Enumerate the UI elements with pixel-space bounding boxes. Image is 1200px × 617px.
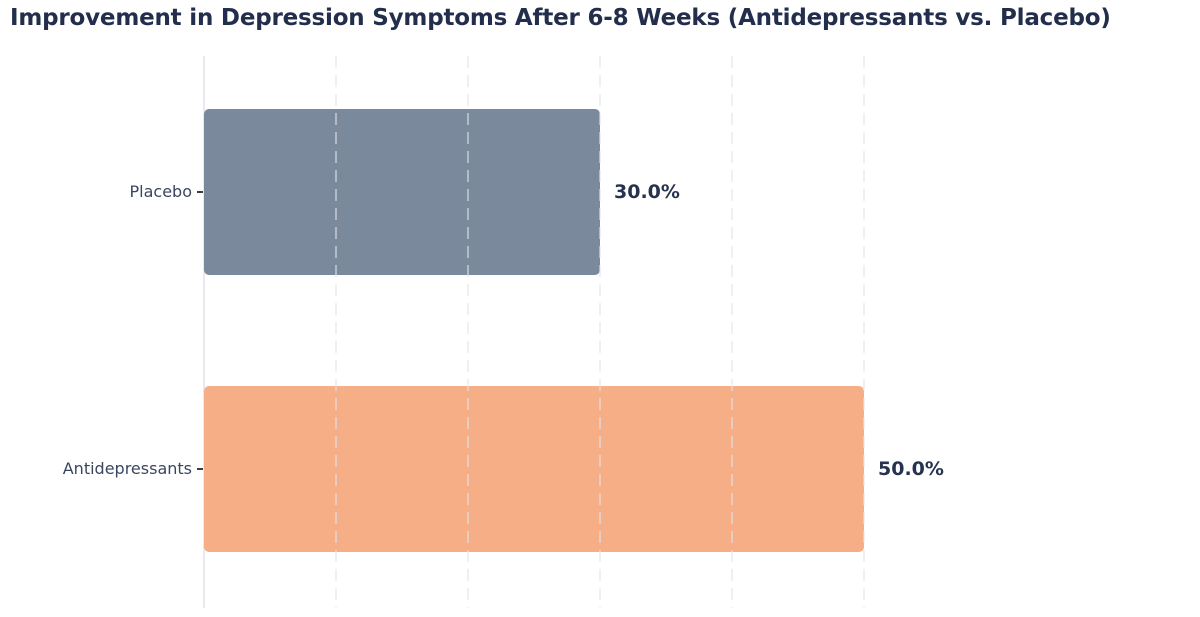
bar-placebo bbox=[204, 109, 600, 275]
value-label: 50.0% bbox=[878, 458, 944, 480]
category-label: Placebo bbox=[129, 182, 192, 201]
y-axis-tick bbox=[197, 468, 203, 470]
gridline bbox=[335, 56, 337, 608]
gridline bbox=[731, 56, 733, 608]
chart-title: Improvement in Depression Symptoms After… bbox=[10, 5, 1111, 31]
value-label: 30.0% bbox=[614, 181, 680, 203]
y-axis-line bbox=[203, 56, 205, 608]
y-axis-tick bbox=[197, 191, 203, 193]
gridline bbox=[467, 56, 469, 608]
gridline bbox=[599, 56, 601, 608]
category-label: Antidepressants bbox=[62, 459, 192, 478]
gridline bbox=[863, 56, 865, 608]
bar-antidepressants bbox=[204, 386, 864, 552]
